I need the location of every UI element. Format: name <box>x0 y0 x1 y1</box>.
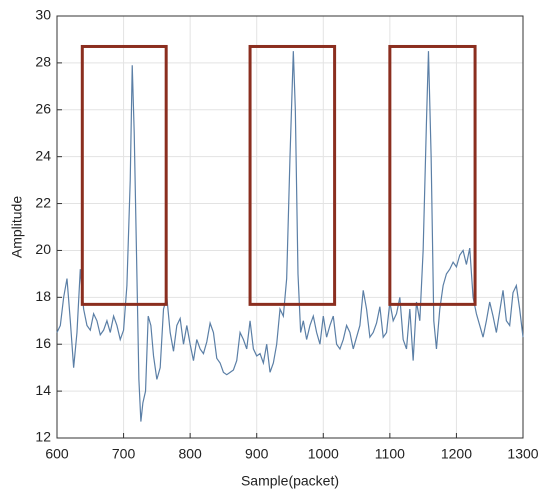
y-tick-label: 24 <box>35 147 51 163</box>
x-tick-label: 900 <box>245 446 269 462</box>
y-tick-label: 22 <box>35 194 51 210</box>
y-tick-label: 28 <box>35 54 51 70</box>
x-tick-label: 1000 <box>308 446 339 462</box>
x-axis-label: Sample(packet) <box>241 473 339 489</box>
highlight-box <box>80 44 168 306</box>
x-tick-label: 700 <box>112 446 136 462</box>
y-tick-label: 30 <box>35 7 51 23</box>
highlight-box <box>388 44 477 306</box>
y-axis-label: Amplitude <box>9 196 25 258</box>
y-tick-label: 26 <box>35 100 51 116</box>
x-tick-label: 1300 <box>507 446 538 462</box>
y-tick-label: 16 <box>35 335 51 351</box>
x-tick-label: 1100 <box>375 446 405 462</box>
plot-frame <box>56 15 524 439</box>
y-tick-label: 18 <box>35 288 51 304</box>
y-tick-label: 12 <box>35 429 51 445</box>
highlight-box <box>248 44 337 306</box>
x-tick-label: 800 <box>178 446 202 462</box>
x-tick-label: 1200 <box>441 446 472 462</box>
y-tick-label: 14 <box>35 382 51 398</box>
data-line <box>56 51 524 422</box>
x-tick-label: 600 <box>45 446 69 462</box>
y-tick-label: 20 <box>35 241 51 257</box>
